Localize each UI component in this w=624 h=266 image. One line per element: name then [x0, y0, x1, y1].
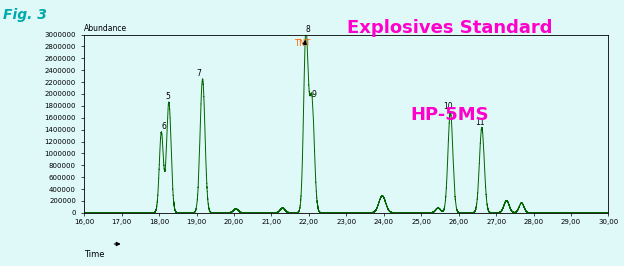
Text: HP-5MS: HP-5MS — [410, 106, 489, 124]
Text: Time: Time — [84, 250, 105, 259]
Text: Fig. 3: Fig. 3 — [3, 8, 47, 22]
Text: Abundance: Abundance — [84, 24, 127, 33]
Text: 6: 6 — [162, 122, 167, 131]
Text: Explosives Standard: Explosives Standard — [346, 19, 552, 37]
Text: 8: 8 — [306, 25, 311, 34]
Text: 5: 5 — [165, 92, 170, 101]
Text: 7: 7 — [197, 69, 202, 78]
Text: 10: 10 — [443, 102, 453, 111]
Text: TNT: TNT — [295, 39, 311, 48]
Text: 9: 9 — [311, 90, 316, 99]
Text: 11: 11 — [475, 118, 484, 127]
